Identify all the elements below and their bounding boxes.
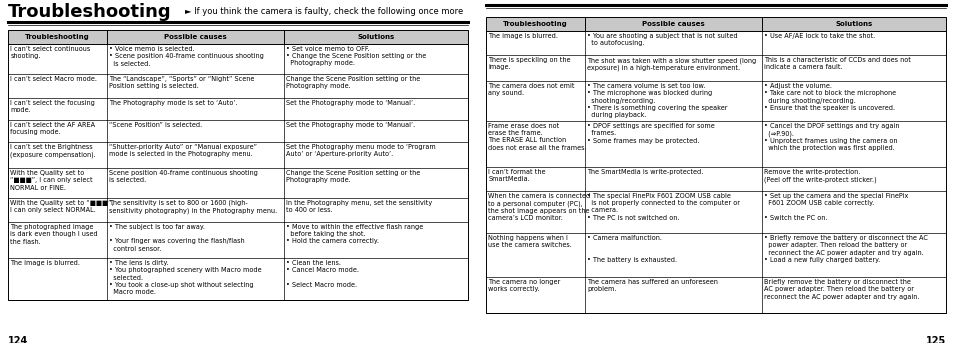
Text: Change the Scene Position setting or the
Photography mode.: Change the Scene Position setting or the… — [286, 170, 420, 183]
Text: The “Landscape”, “Sports” or “Night” Scene
Position setting is selected.: The “Landscape”, “Sports” or “Night” Sce… — [110, 76, 254, 89]
Text: Troubleshooting: Troubleshooting — [25, 34, 90, 40]
Text: I can’t set the Brightness
(exposure compensation).: I can’t set the Brightness (exposure com… — [10, 144, 96, 158]
Text: • Set voice memo to OFF.
• Change the Scene Position setting or the
  Photograph: • Set voice memo to OFF. • Change the Sc… — [286, 46, 426, 67]
Text: • DPOF settings are specified for some
  frames.
• Some frames may be protected.: • DPOF settings are specified for some f… — [587, 123, 715, 143]
Text: The image is blurred.: The image is blurred. — [10, 260, 80, 266]
Text: • Briefly remove the battery or disconnect the AC
  power adapter. Then reload t: • Briefly remove the battery or disconne… — [763, 235, 927, 263]
Text: • You are shooting a subject that is not suited
  to autofocusing.: • You are shooting a subject that is not… — [587, 33, 738, 46]
Text: • The camera volume is set too low.
• The microphone was blocked during
  shooti: • The camera volume is set too low. • Th… — [587, 83, 727, 118]
Text: The camera does not emit
any sound.: The camera does not emit any sound. — [488, 83, 575, 96]
Bar — [485, 17, 945, 313]
Text: Scene position 40-frame continuous shooting
is selected.: Scene position 40-frame continuous shoot… — [110, 170, 258, 183]
Text: Troubleshooting: Troubleshooting — [8, 3, 172, 21]
Text: Solutions: Solutions — [357, 34, 395, 40]
Text: Set the Photography mode to ‘Manual’.: Set the Photography mode to ‘Manual’. — [286, 122, 416, 128]
Text: Troubleshooting: Troubleshooting — [502, 21, 567, 27]
Text: • Clean the lens.
• Cancel Macro mode.

• Select Macro mode.: • Clean the lens. • Cancel Macro mode. •… — [286, 260, 359, 288]
Text: 124: 124 — [8, 336, 29, 343]
Text: Set the Photography menu mode to ‘Program
Auto’ or ‘Aperture-priority Auto’.: Set the Photography menu mode to ‘Progra… — [286, 144, 436, 157]
Text: • The lens is dirty.
• You photographed scenery with Macro mode
  selected.
• Yo: • The lens is dirty. • You photographed … — [110, 260, 262, 295]
Text: • Move to within the effective flash range
  before taking the shot.
• Hold the : • Move to within the effective flash ran… — [286, 224, 423, 245]
Text: The SmartMedia is write-protected.: The SmartMedia is write-protected. — [587, 169, 703, 175]
Text: Nothing happens when I
use the camera switches.: Nothing happens when I use the camera sw… — [488, 235, 572, 248]
Text: The camera no longer
works correctly.: The camera no longer works correctly. — [488, 279, 560, 292]
Text: With the Quality set to
“■■■”, I can only select
NORMAL or FINE.: With the Quality set to “■■■”, I can onl… — [10, 170, 93, 190]
Text: 125: 125 — [924, 336, 945, 343]
Text: “Shutter-priority Auto” or “Manual exposure”
mode is selected in the Photography: “Shutter-priority Auto” or “Manual expos… — [110, 144, 257, 157]
Text: The image is blurred.: The image is blurred. — [488, 33, 558, 39]
Text: • The special FinePix F601 ZOOM USB cable
  is not properly connected to the com: • The special FinePix F601 ZOOM USB cabl… — [587, 193, 740, 221]
Text: The camera has suffered an unforeseen
problem.: The camera has suffered an unforeseen pr… — [587, 279, 718, 292]
Bar — [8, 30, 468, 300]
Bar — [485, 17, 945, 31]
Text: • Voice memo is selected.
• Scene position 40-frame continuous shooting
  is sel: • Voice memo is selected. • Scene positi… — [110, 46, 264, 67]
Text: “Scene Position” is selected.: “Scene Position” is selected. — [110, 122, 202, 128]
Text: I can’t format the
SmartMedia.: I can’t format the SmartMedia. — [488, 169, 545, 182]
Text: I can’t select the AF AREA
focusing mode.: I can’t select the AF AREA focusing mode… — [10, 122, 95, 135]
Text: In the Photography menu, set the sensitivity
to 400 or less.: In the Photography menu, set the sensiti… — [286, 200, 433, 213]
Text: • Cancel the DPOF settings and try again
  (⇒P.90).
• Unprotect frames using the: • Cancel the DPOF settings and try again… — [763, 123, 899, 151]
Text: The photographed image
is dark even though I used
the flash.: The photographed image is dark even thou… — [10, 224, 98, 245]
Text: There is speckling on the
image.: There is speckling on the image. — [488, 57, 571, 70]
Text: Possible causes: Possible causes — [641, 21, 704, 27]
Text: • Adjust the volume.
• Take care not to block the microphone
  during shooting/r: • Adjust the volume. • Take care not to … — [763, 83, 896, 111]
Text: Change the Scene Position setting or the
Photography mode.: Change the Scene Position setting or the… — [286, 76, 420, 89]
Text: I can’t select continuous
shooting.: I can’t select continuous shooting. — [10, 46, 91, 59]
Text: Frame erase does not
erase the frame.
The ERASE ALL function
does not erase all : Frame erase does not erase the frame. Th… — [488, 123, 586, 151]
Text: Possible causes: Possible causes — [164, 34, 227, 40]
Text: • Use AF/AE lock to take the shot.: • Use AF/AE lock to take the shot. — [763, 33, 875, 39]
Bar — [8, 30, 468, 44]
Text: • The subject is too far away.

• Your finger was covering the flash/flash
  con: • The subject is too far away. • Your fi… — [110, 224, 245, 252]
Text: The shot was taken with a slow shutter speed (long
exposure) in a high-temperatu: The shot was taken with a slow shutter s… — [587, 57, 756, 71]
Text: When the camera is connected
to a personal computer (PC),
the shot image appears: When the camera is connected to a person… — [488, 193, 590, 221]
Text: I can’t select Macro mode.: I can’t select Macro mode. — [10, 76, 97, 82]
Text: With the Quality set to “■■■”,
I can only select NORMAL.: With the Quality set to “■■■”, I can onl… — [10, 200, 113, 213]
Text: Solutions: Solutions — [835, 21, 872, 27]
Text: Set the Photography mode to ‘Manual’.: Set the Photography mode to ‘Manual’. — [286, 100, 416, 106]
Text: Briefly remove the battery or disconnect the
AC power adapter. Then reload the b: Briefly remove the battery or disconnect… — [763, 279, 919, 299]
Text: • Set up the camera and the special FinePix
  F601 ZOOM USB cable correctly.

• : • Set up the camera and the special Fine… — [763, 193, 908, 221]
Text: I can’t select the focusing
mode.: I can’t select the focusing mode. — [10, 100, 95, 113]
Text: Remove the write-protection.
(Peel off the write-protect sticker.): Remove the write-protection. (Peel off t… — [763, 169, 876, 183]
Text: • Camera malfunction.


• The battery is exhausted.: • Camera malfunction. • The battery is e… — [587, 235, 677, 263]
Text: The Photography mode is set to ‘Auto’.: The Photography mode is set to ‘Auto’. — [110, 100, 238, 106]
Text: ► If you think the camera is faulty, check the following once more: ► If you think the camera is faulty, che… — [185, 7, 463, 16]
Text: This is a characteristic of CCDs and does not
indicate a camera fault.: This is a characteristic of CCDs and doe… — [763, 57, 910, 70]
Text: The sensitivity is set to 800 or 1600 (high-
sensitivity photography) in the Pho: The sensitivity is set to 800 or 1600 (h… — [110, 200, 277, 214]
